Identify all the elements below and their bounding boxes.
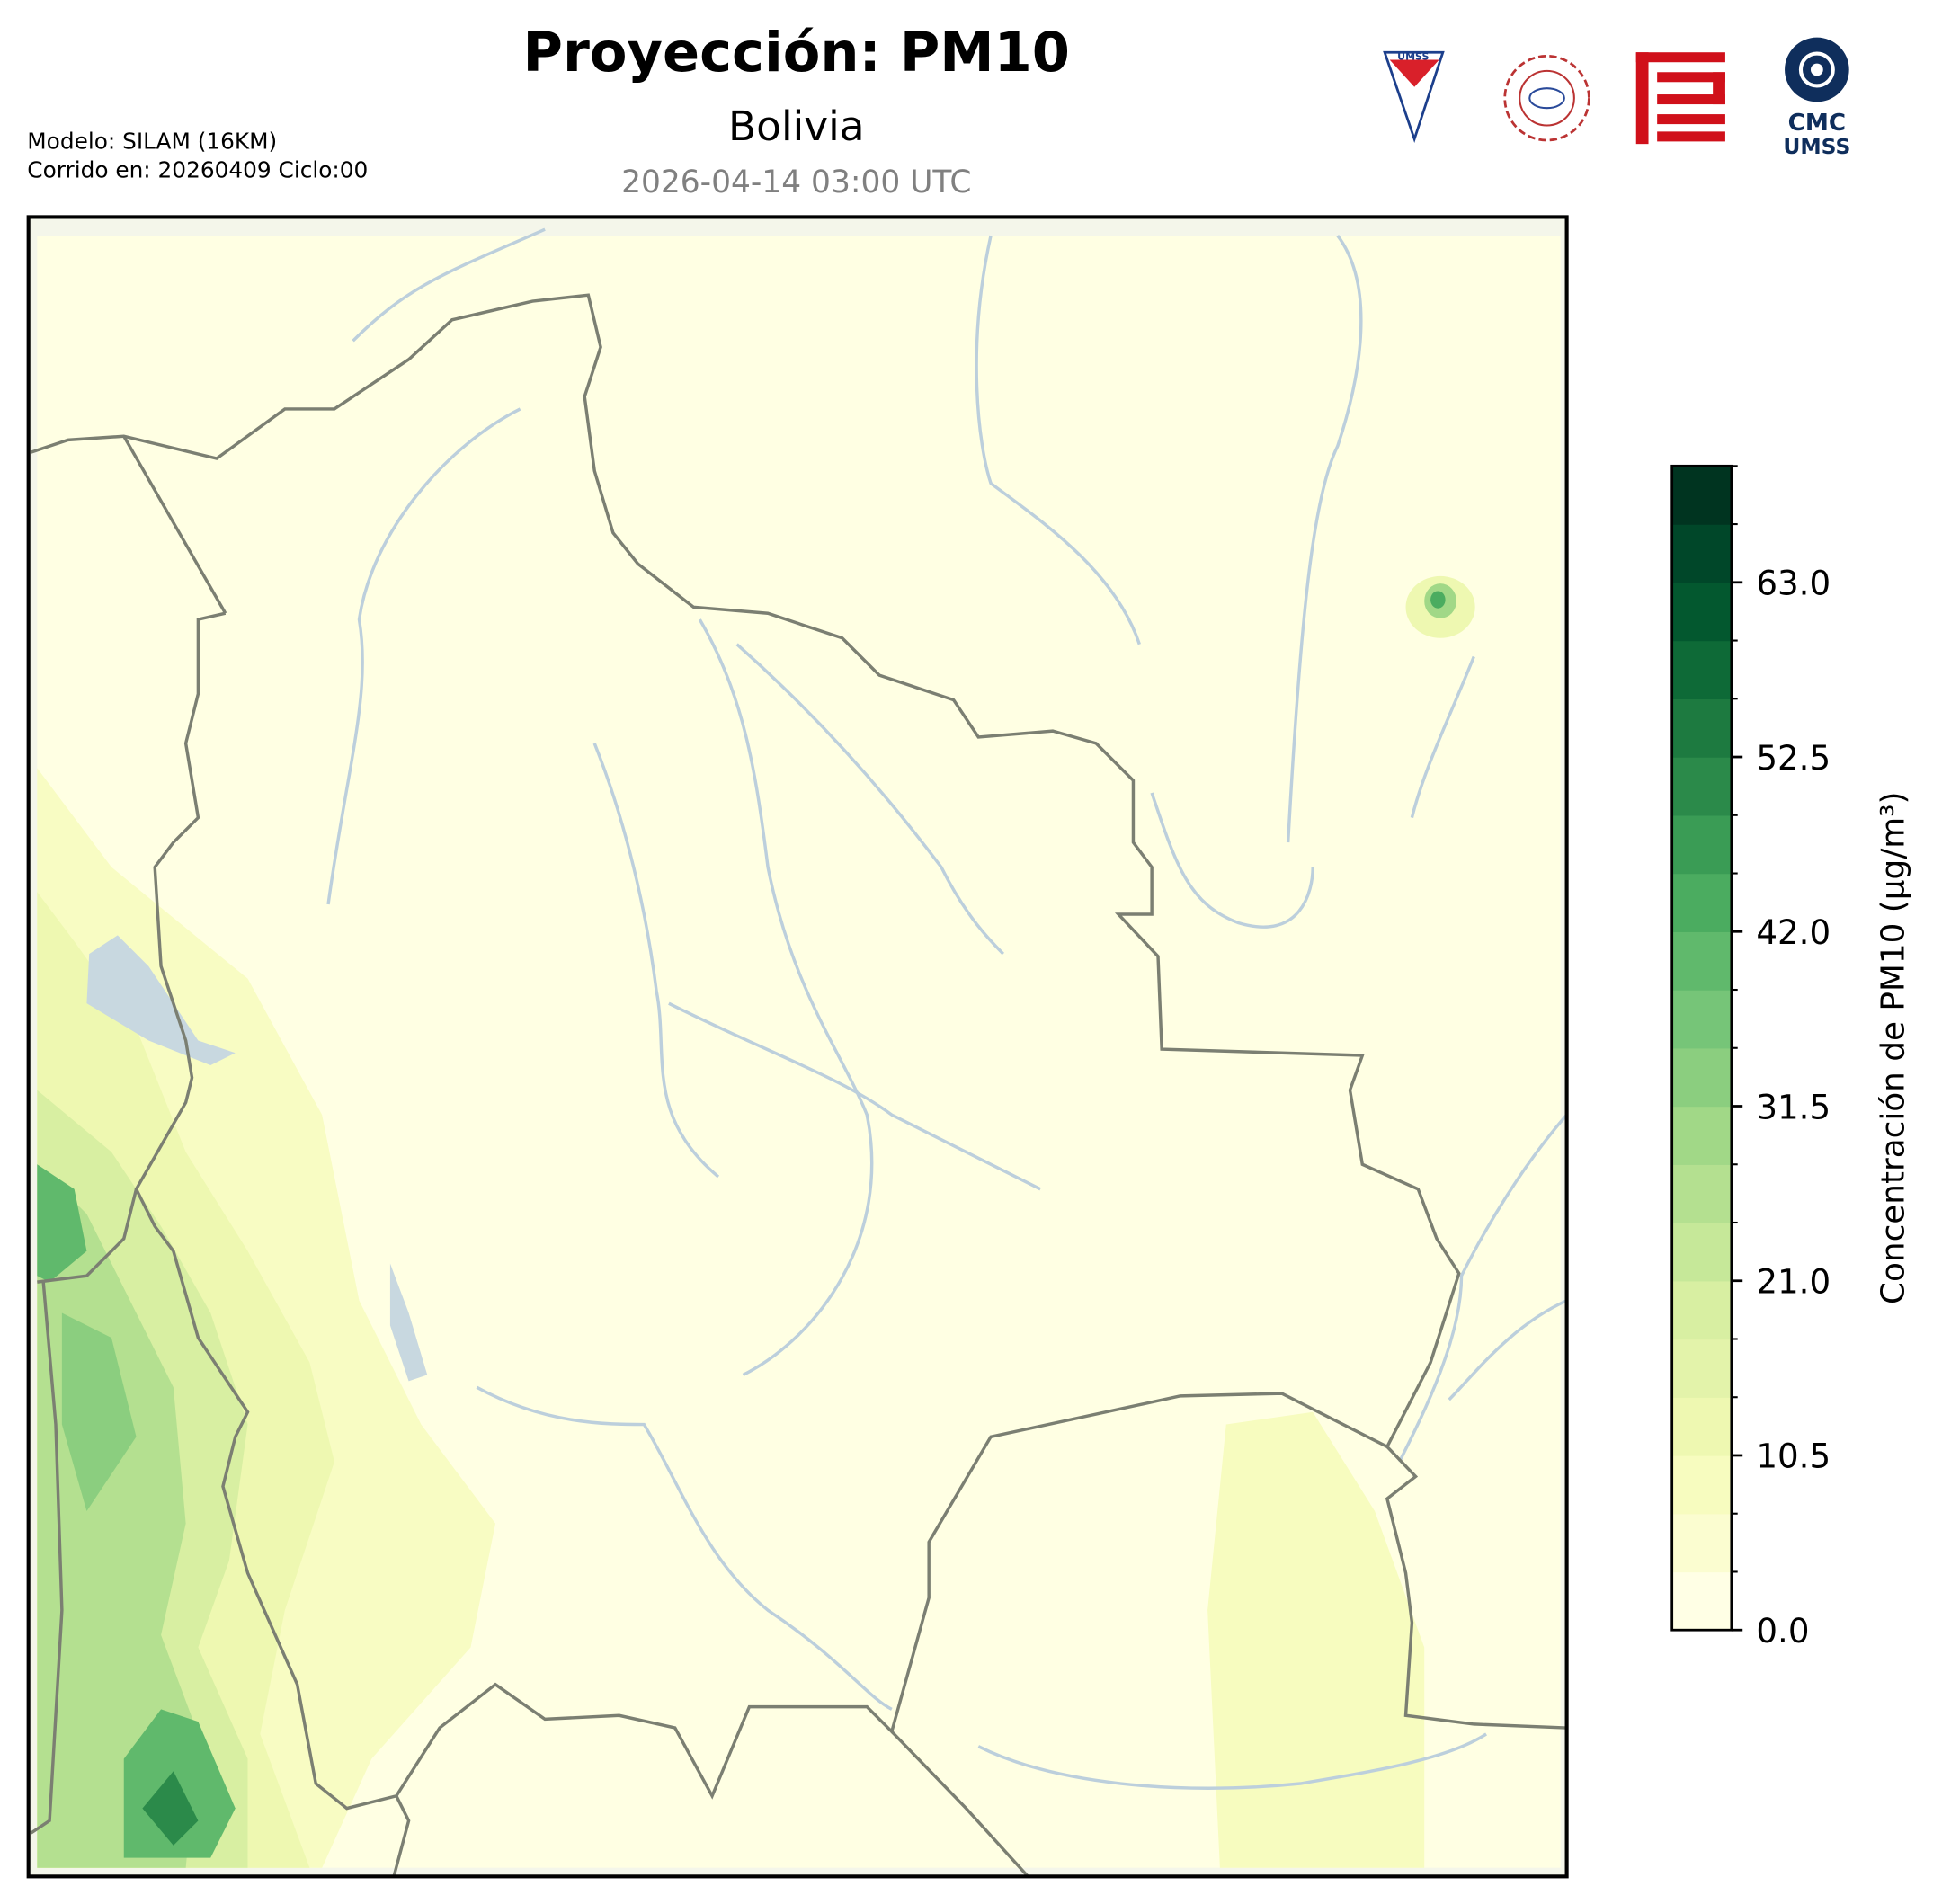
- colorbar-segment: [1671, 466, 1732, 525]
- colorbar-segment: [1671, 757, 1732, 816]
- colorbar-segment: [1671, 1571, 1732, 1631]
- colorbar-segment: [1671, 1513, 1732, 1573]
- colorbar-segment: [1671, 582, 1732, 642]
- subtitle: Bolivia: [728, 102, 865, 150]
- logo-red: [1635, 52, 1725, 145]
- borders: [30, 293, 1567, 1877]
- colorbar-segment: [1671, 640, 1732, 699]
- rivers: [326, 227, 1567, 1790]
- colorbar: 0.0 10.5 21.0 31.5 42.0 52.5 63.0: [1670, 464, 1831, 1650]
- colorbar-tick-label: 31.5: [1756, 1087, 1831, 1126]
- map-frame: [26, 215, 1569, 1879]
- colorbar-tick-label: 42.0: [1756, 912, 1831, 952]
- colorbar-segment: [1671, 1280, 1732, 1340]
- logo-text: UMSS: [1783, 134, 1850, 159]
- logo-text: CMC: [1788, 110, 1846, 137]
- colorbar-segment: [1671, 1455, 1732, 1515]
- title: Proyección: PM10: [523, 22, 1070, 85]
- colorbar-tick-label: 52.5: [1756, 738, 1831, 778]
- colorbar-segment: [1671, 1047, 1732, 1108]
- colorbar-segment: [1671, 931, 1732, 991]
- colorbar-tick-label: 0.0: [1756, 1611, 1809, 1650]
- colorbar-segment: [1671, 1222, 1732, 1282]
- colorbar-segment: [1671, 990, 1732, 1049]
- colorbar-segment: [1671, 1106, 1732, 1165]
- colorbar-segment: [1671, 814, 1732, 875]
- valid-time: 2026-04-14 03:00 UTC: [621, 165, 971, 200]
- colorbar-tick-label: 63.0: [1756, 564, 1831, 603]
- logo-cmc: CMC UMSS: [1783, 37, 1850, 159]
- colorbar-frame: [1670, 464, 1733, 1632]
- colorbar-segment: [1671, 1397, 1732, 1456]
- colorbar-tick-label: 21.0: [1756, 1262, 1831, 1302]
- colorbar-label: Concentración de PM10 (µg/m³): [1875, 792, 1911, 1304]
- logo-fisica: [1503, 54, 1590, 142]
- logo-umss: UMSS: [1383, 50, 1445, 143]
- colorbar-segment: [1671, 1164, 1732, 1223]
- colorbar-tick-label: 10.5: [1756, 1437, 1831, 1476]
- colorbar-segment: [1671, 524, 1732, 583]
- run-info: Corrido en: 20260409 Ciclo:00: [27, 156, 368, 182]
- colorbar-segment: [1671, 698, 1732, 758]
- colorbar-segment: [1671, 873, 1732, 932]
- map: [28, 217, 1567, 1877]
- model-info: Modelo: SILAM (16KM): [27, 129, 277, 155]
- logo-text: UMSS: [1397, 50, 1429, 62]
- colorbar-segment: [1671, 1339, 1732, 1398]
